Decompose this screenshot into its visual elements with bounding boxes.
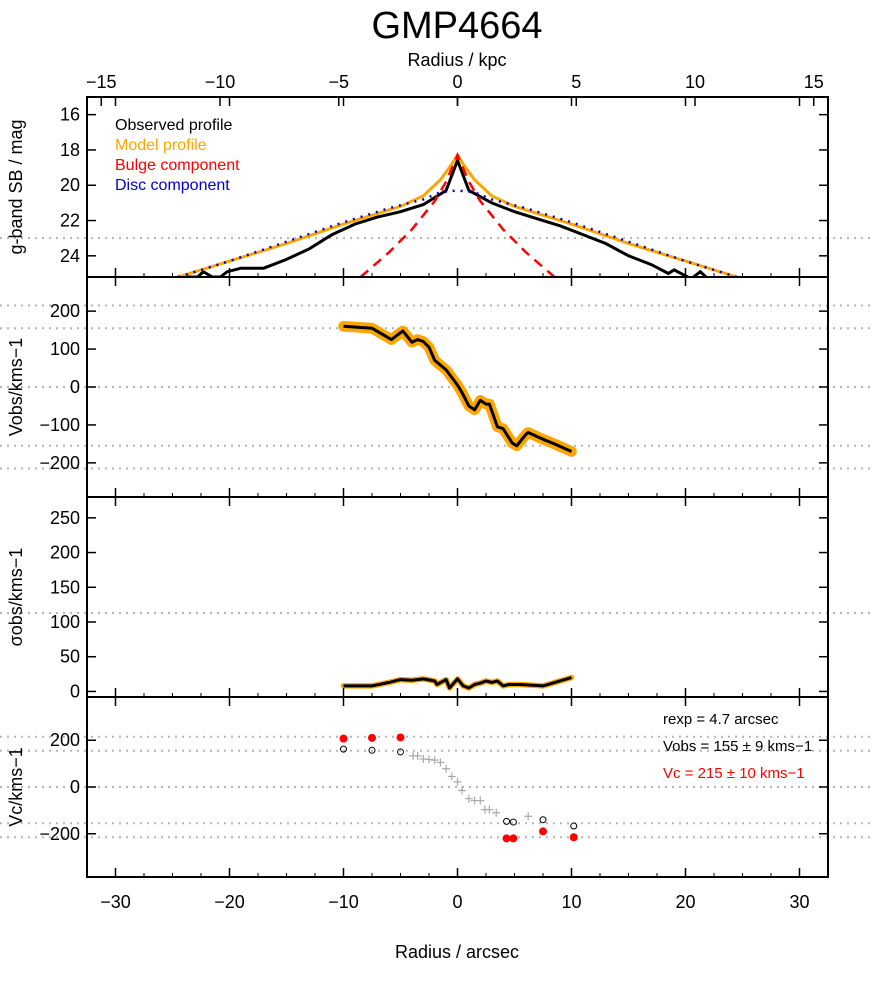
y-tick-label: 16 [60, 105, 80, 125]
raw-velocity-point [425, 755, 433, 764]
panel-dispersion: 250 200 150 100 50 0 σobs/kms−1 [0, 496, 872, 701]
vobs-point [368, 746, 376, 754]
raw-velocity-point [485, 805, 494, 814]
bottom-tick-label: −30 [100, 892, 131, 912]
top-tick-labels: −15 −10 −5 0 5 10 15 [86, 72, 824, 92]
y-axis-label: g-band SB / mag [6, 119, 26, 254]
legend-entry: Disc component [115, 177, 230, 194]
y-tick-label: 0 [70, 681, 80, 701]
y-tick-label: 0 [70, 377, 80, 397]
bottom-tick-label: 0 [452, 892, 462, 912]
data-layer [340, 674, 575, 691]
y-tick-label: −200 [39, 453, 80, 473]
y-tick-label: 100 [50, 612, 80, 632]
panels: Observed profile Model profile Bulge compo… [0, 96, 872, 878]
vobs-point [503, 817, 511, 825]
y-tick-label: 200 [50, 730, 80, 750]
velocity-line [343, 324, 573, 453]
y-tick-label: 100 [50, 339, 80, 359]
bottom-tick-label: 10 [561, 892, 581, 912]
data-layer [339, 733, 578, 843]
panel-frame [86, 496, 829, 698]
vc-point [368, 733, 376, 742]
y-tick-label: 24 [60, 246, 80, 266]
annotation-rexp: rexp = 4.7 arcsec [663, 711, 779, 728]
top-tick-label: 15 [804, 72, 824, 92]
velocity-line [343, 676, 572, 690]
vobs-point [509, 818, 517, 826]
vobs-point [570, 822, 578, 830]
raw-velocity-point [476, 796, 485, 805]
top-tick-label: −10 [205, 72, 236, 92]
y-tick-label: −100 [39, 415, 80, 435]
y-tick-label: 250 [50, 508, 80, 528]
vc-point [569, 833, 578, 842]
raw-velocity-point [442, 764, 451, 773]
raw-velocity-point [524, 812, 533, 821]
y-tick-label: 50 [60, 647, 80, 667]
bulge-component-line [359, 152, 556, 277]
bottom-tick-label: −20 [214, 892, 245, 912]
bottom-axis-label: Radius / arcsec [395, 942, 519, 962]
model-profile-line [177, 152, 738, 277]
vc-point [396, 733, 405, 742]
legend-entry: Model profile [115, 137, 207, 154]
y-tick-label: 18 [60, 140, 80, 160]
y-tick-label: 0 [70, 777, 80, 797]
panel-velocity: 200 100 0 −100 −200 Vobs/kms−1 [0, 276, 872, 498]
y-axis-label: Vc/kms−1 [6, 747, 26, 827]
vc-point [509, 834, 518, 843]
vobs-point [340, 745, 347, 753]
y-tick-label: 20 [60, 175, 80, 195]
raw-velocity-point [492, 808, 501, 817]
panel-circular-velocity: rexp = 4.7 arcsec Vobs = 155 ± 9 kms−1 Vc … [0, 696, 872, 878]
top-axis-label: Radius / kpc [407, 50, 506, 70]
legend-entry: Observed profile [115, 117, 232, 134]
raw-velocity-point [413, 751, 422, 760]
data-layer [338, 320, 577, 457]
top-tick-label: 5 [571, 72, 581, 92]
vc-point [339, 734, 348, 743]
y-tick-label: 22 [60, 211, 80, 231]
bottom-tick-label: 20 [675, 892, 695, 912]
top-tick-label: −15 [86, 72, 117, 92]
vobs-point [397, 748, 404, 756]
raw-velocity-point [430, 756, 439, 765]
data-layer [175, 152, 738, 277]
y-axis-label: σobs/kms−1 [6, 548, 26, 647]
y-tick-label: 200 [50, 543, 80, 563]
raw-velocity-point [436, 758, 445, 767]
bottom-tick-labels: −30 −20 −10 0 10 20 30 [100, 892, 809, 912]
top-tick-label: −5 [328, 72, 349, 92]
chart-title: GMP4664 [371, 5, 542, 47]
top-tick-label: 10 [685, 72, 705, 92]
bottom-tick-label: −10 [328, 892, 359, 912]
panel-frame [86, 696, 829, 878]
raw-velocity-point [464, 794, 473, 803]
raw-velocity-point [458, 786, 467, 795]
annotation-vobs: Vobs = 155 ± 9 kms−1 [663, 738, 812, 755]
y-tick-label: 200 [50, 301, 80, 321]
vobs-point [539, 816, 547, 824]
vc-point [502, 834, 511, 843]
top-tick-label: 0 [452, 72, 462, 92]
legend-entry: Bulge component [115, 157, 240, 174]
error-band [338, 320, 577, 457]
annotation-vc: Vc = 215 ± 10 kms−1 [663, 765, 805, 782]
y-tick-label: 150 [50, 577, 80, 597]
vc-point [539, 827, 547, 836]
y-tick-label: −200 [39, 824, 80, 844]
raw-velocity-point [453, 777, 462, 786]
raw-velocity-point [447, 772, 456, 781]
panel-surface-brightness: Observed profile Model profile Bulge compo… [0, 96, 872, 278]
bottom-tick-label: 30 [789, 892, 809, 912]
y-axis-label: Vobs/kms−1 [6, 338, 26, 437]
